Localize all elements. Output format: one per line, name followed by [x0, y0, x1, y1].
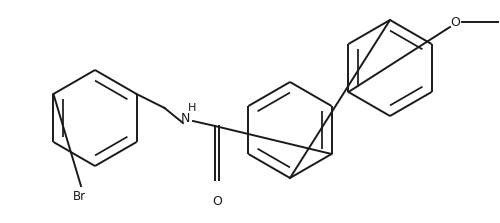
Text: O: O [212, 195, 222, 208]
Text: N: N [180, 112, 190, 124]
Text: O: O [450, 16, 460, 29]
Text: H: H [188, 103, 196, 113]
Text: Br: Br [73, 190, 86, 203]
